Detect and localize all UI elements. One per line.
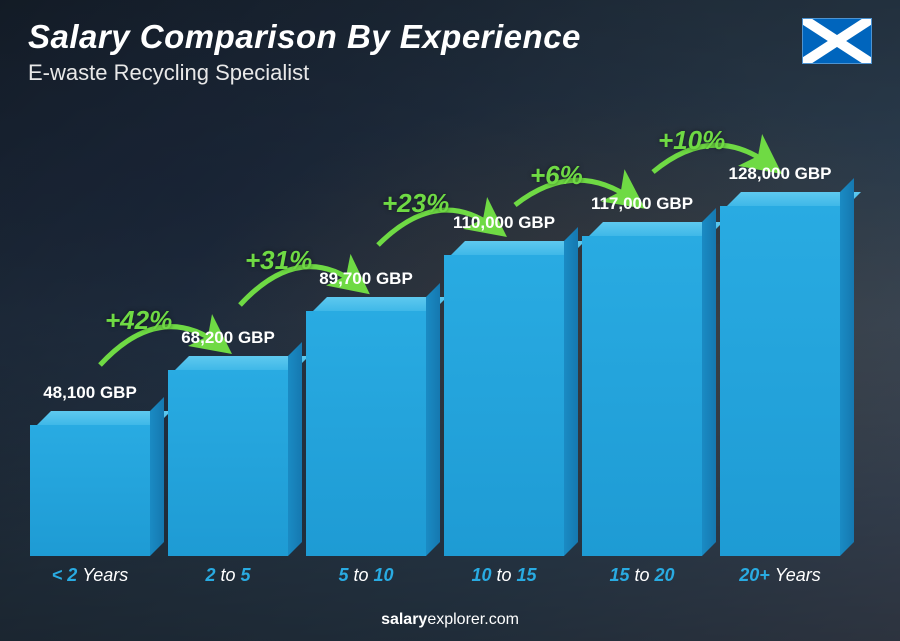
bars-container: 48,100 GBP 68,200 GBP 89,700 GBP 110,000…: [30, 156, 840, 556]
bar-group: 89,700 GBP: [306, 269, 426, 556]
bar: [168, 356, 288, 556]
x-axis-label: 2 to 5: [168, 565, 288, 586]
bar: [444, 241, 564, 556]
bar: [30, 411, 150, 556]
bar-value-label: 110,000 GBP: [453, 213, 555, 233]
x-axis-label: < 2 Years: [30, 565, 150, 586]
bar-value-label: 48,100 GBP: [43, 383, 137, 403]
footer-brand: salaryexplorer.com: [0, 611, 900, 629]
x-axis: < 2 Years 2 to 5 5 to 10 10 to 15 15 to …: [30, 565, 840, 586]
bar-value-label: 128,000 GBP: [728, 164, 831, 184]
bar: [720, 192, 840, 556]
bar-group: 48,100 GBP: [30, 383, 150, 556]
bar: [582, 222, 702, 556]
bar-chart: +42% +31% +23% +6% +10% 48,100 GBP 68,20…: [30, 110, 840, 586]
bar-group: 68,200 GBP: [168, 328, 288, 556]
bar-group: 117,000 GBP: [582, 194, 702, 556]
page-title: Salary Comparison By Experience: [28, 18, 872, 56]
x-axis-label: 20+ Years: [720, 565, 840, 586]
bar: [306, 297, 426, 556]
bar-value-label: 68,200 GBP: [181, 328, 275, 348]
bar-group: 128,000 GBP: [720, 164, 840, 556]
scotland-flag-icon: [802, 18, 872, 64]
x-axis-label: 15 to 20: [582, 565, 702, 586]
x-axis-label: 10 to 15: [444, 565, 564, 586]
page-subtitle: E-waste Recycling Specialist: [28, 60, 872, 86]
header: Salary Comparison By Experience E-waste …: [28, 18, 872, 86]
bar-value-label: 117,000 GBP: [591, 194, 693, 214]
bar-value-label: 89,700 GBP: [319, 269, 413, 289]
increase-label: +10%: [658, 125, 725, 156]
bar-group: 110,000 GBP: [444, 213, 564, 556]
x-axis-label: 5 to 10: [306, 565, 426, 586]
